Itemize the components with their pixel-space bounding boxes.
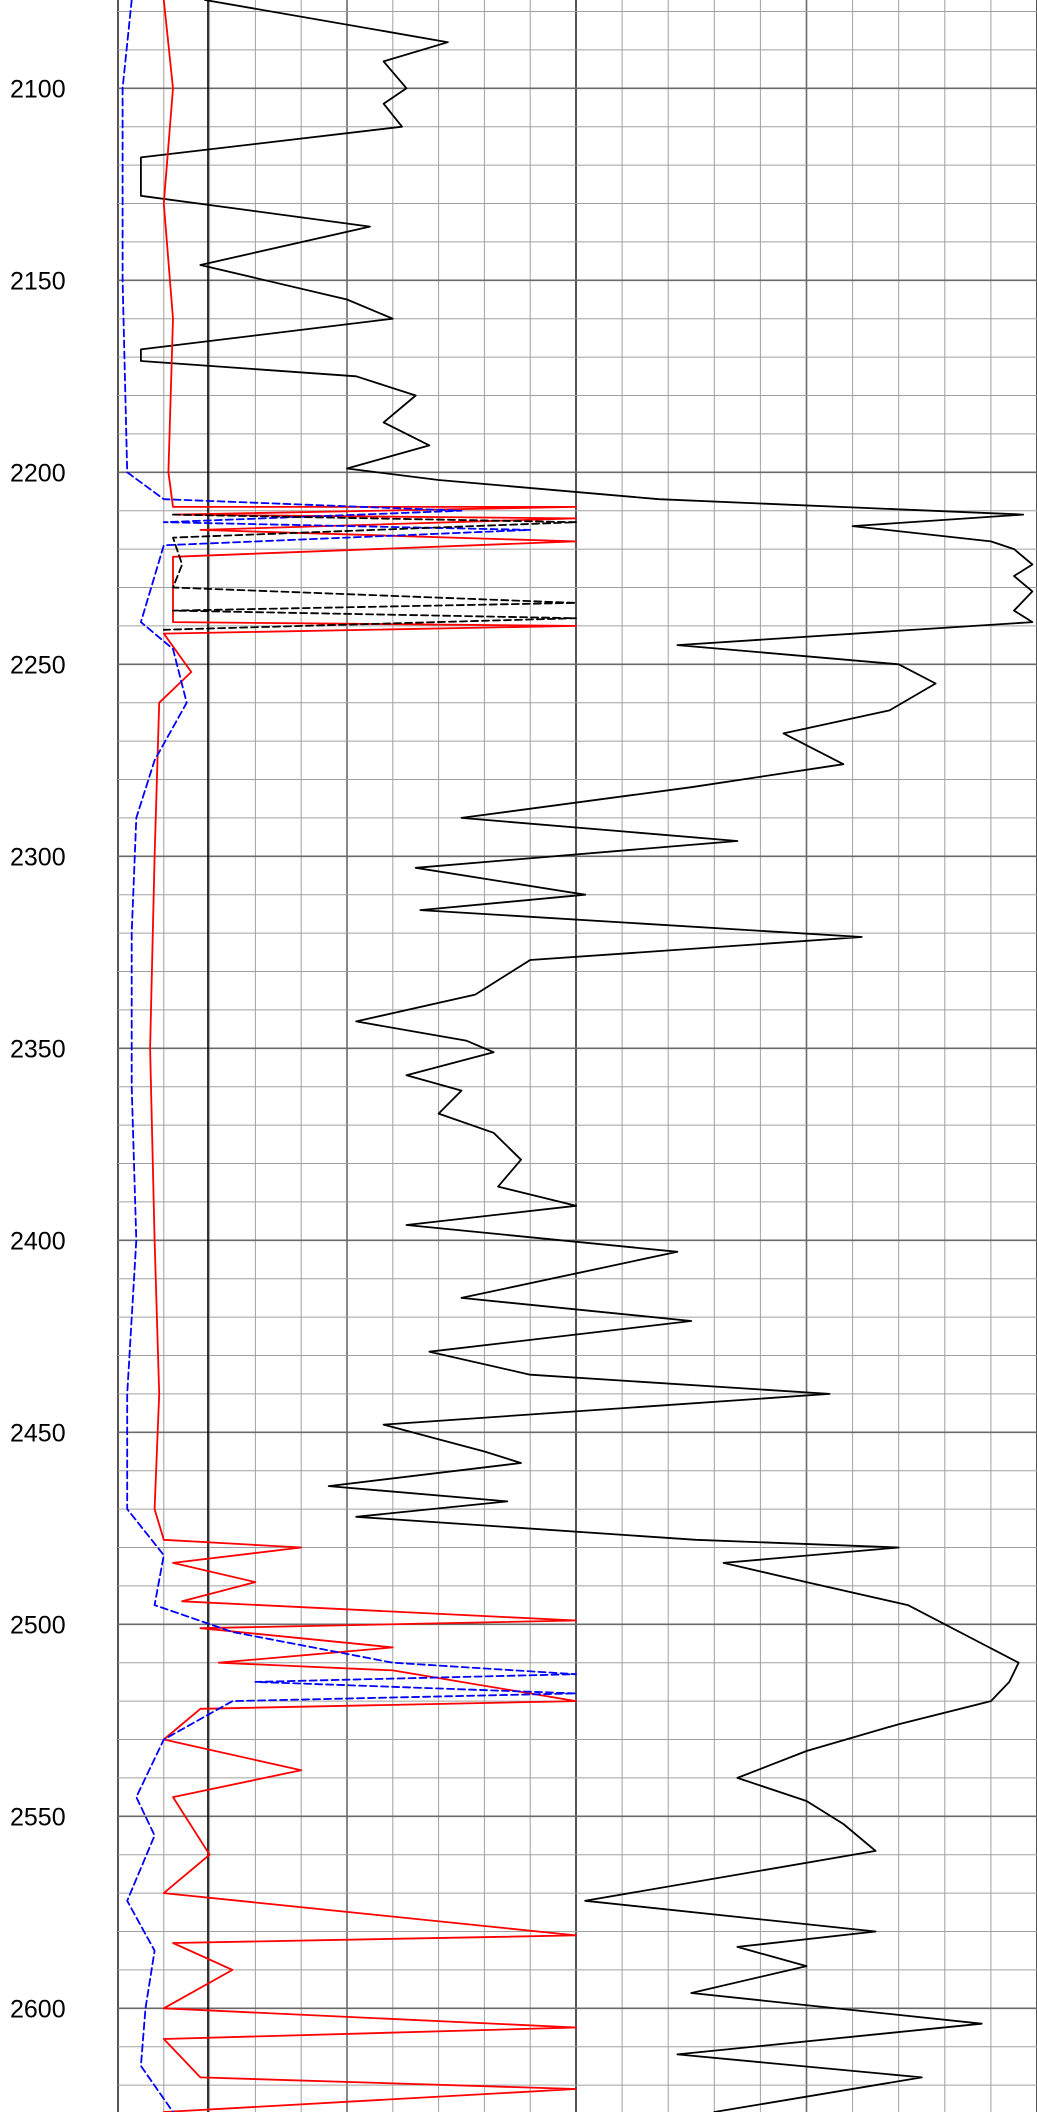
- depth-tick-label: 2600: [10, 1995, 66, 2023]
- depth-tick-label: 2100: [10, 75, 66, 103]
- depth-tick-label: 2450: [10, 1419, 66, 1447]
- depth-tick-label: 2250: [10, 651, 66, 679]
- grid: [117, 0, 1037, 2112]
- depth-tick-label: 2200: [10, 459, 66, 487]
- curve-black-dashed: [162, 513, 577, 631]
- depth-tick-label: 2400: [10, 1227, 66, 1255]
- depth-labels: 2100 2150 2200 2250 2300 2350 2400 2450 2500 2550…: [10, 75, 66, 2023]
- depth-tick-label: 2350: [10, 1035, 66, 1063]
- depth-tick-label: 2150: [10, 267, 66, 295]
- depth-tick-label: 2500: [10, 1611, 66, 1639]
- curve-blue-dashed: [121, 0, 577, 2112]
- depth-tick-label: 2300: [10, 843, 66, 871]
- curve-red-solid: [149, 0, 577, 2112]
- curves: [121, 0, 1034, 2112]
- curve-black-solid: [139, 0, 1034, 2112]
- depth-tick-label: 2550: [10, 1803, 66, 1831]
